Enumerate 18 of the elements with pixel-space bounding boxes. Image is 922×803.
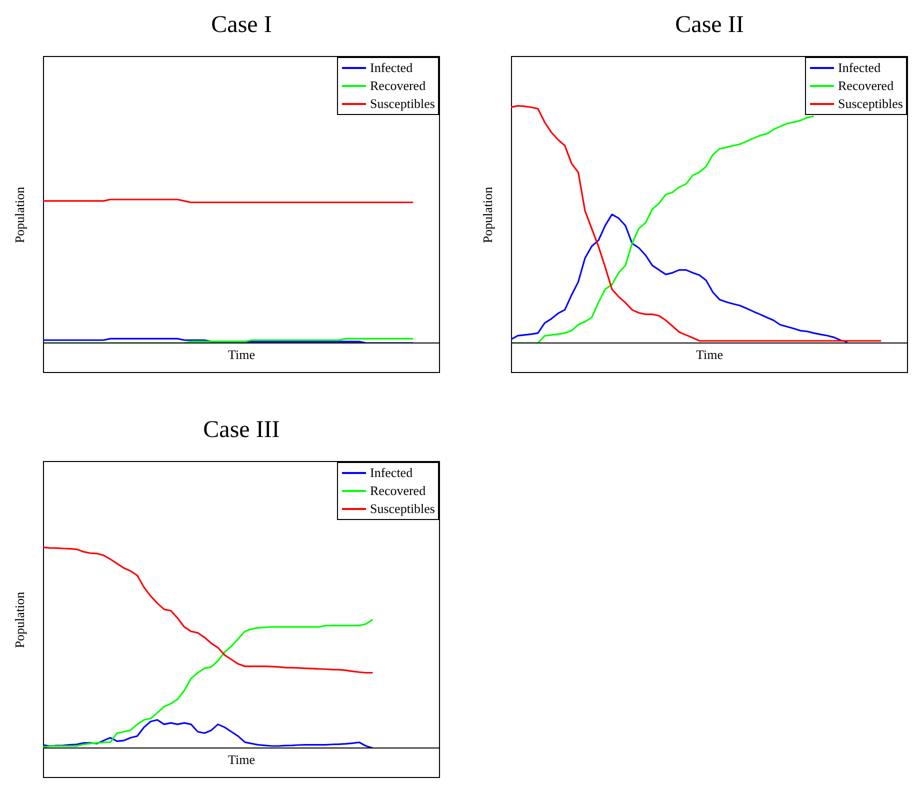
chart-title: Case I	[210, 12, 273, 39]
legend-label: Recovered	[370, 77, 426, 95]
x-axis-title: Time	[228, 347, 256, 362]
chart-title: Case III	[202, 417, 281, 444]
chart-title: Case II	[674, 12, 745, 39]
legend-label: Infected	[370, 59, 413, 77]
legend-label: Infected	[370, 464, 413, 482]
legend-label: Recovered	[370, 482, 426, 500]
y-axis-title: Population	[480, 186, 496, 243]
y-axis-title: Population	[12, 591, 28, 648]
y-axis-title: Population	[12, 186, 28, 243]
legend-label: Susceptibles	[838, 95, 903, 113]
legend-label: Infected	[838, 59, 881, 77]
x-axis-title: Time	[228, 752, 256, 767]
legend-label: Susceptibles	[370, 95, 435, 113]
legend-label: Susceptibles	[370, 500, 435, 518]
x-axis-title: Time	[696, 347, 724, 362]
legend-label: Recovered	[838, 77, 894, 95]
